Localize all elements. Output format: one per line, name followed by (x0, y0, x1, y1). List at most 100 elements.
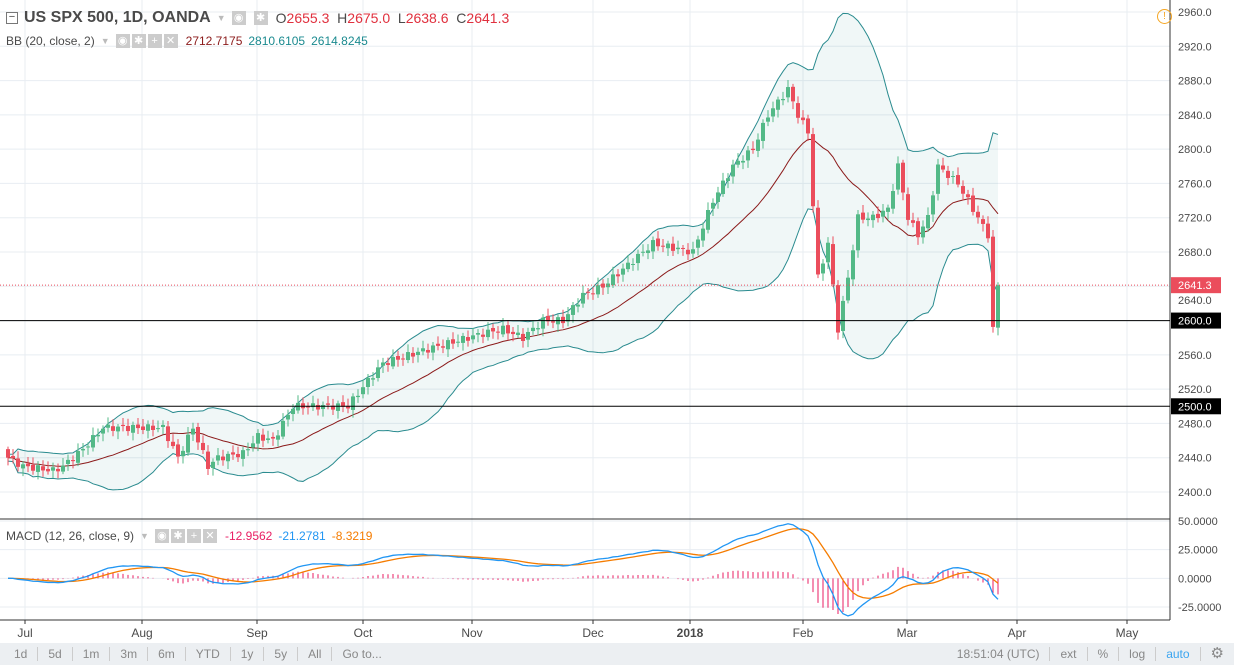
range-1m[interactable]: 1m (73, 647, 111, 661)
candle-body (886, 207, 890, 212)
range-1d[interactable]: 1d (0, 647, 39, 661)
chevron-down-icon[interactable]: ▼ (216, 13, 226, 23)
candle-body (696, 239, 700, 248)
chevron-down-icon[interactable]: ▼ (140, 530, 149, 541)
range-1y[interactable]: 1y (231, 647, 265, 661)
candle-body (331, 405, 335, 410)
time-tick-label: Aug (131, 626, 152, 640)
candle (806, 114, 810, 142)
candle (726, 173, 730, 189)
open-label: O (275, 10, 287, 26)
candle (451, 332, 455, 349)
candle (436, 336, 440, 351)
macd-tick-label: 25.0000 (1178, 545, 1218, 557)
price-tick-label: 2800.0 (1178, 144, 1212, 156)
candle-body (6, 449, 10, 458)
range-all[interactable]: All (298, 647, 333, 661)
candle (526, 327, 530, 348)
gear-icon[interactable]: ✱ (131, 34, 146, 48)
eye-icon[interactable]: ◉ (115, 34, 130, 48)
gear-icon[interactable]: ✱ (253, 11, 268, 25)
bb-label[interactable]: BB (20, close, 2) (6, 33, 95, 48)
candle (711, 198, 715, 216)
range-3m[interactable]: 3m (110, 647, 149, 661)
range-5y[interactable]: 5y (264, 647, 299, 661)
candle-body (851, 250, 855, 280)
candle-body (161, 424, 165, 427)
candle (951, 170, 955, 184)
candle-body (471, 335, 475, 340)
range-5d[interactable]: 5d (38, 647, 73, 661)
candle-body (321, 404, 325, 410)
macd-label[interactable]: MACD (12, 26, close, 9) (6, 528, 135, 543)
candle-body (611, 274, 615, 286)
candle-body (376, 367, 380, 379)
plus-icon[interactable]: + (147, 34, 162, 48)
auto-toggle[interactable]: auto (1156, 647, 1201, 661)
macd-value: -21.2781 (278, 528, 326, 543)
candle-body (936, 164, 940, 194)
candle (196, 422, 200, 450)
close-icon[interactable]: ✕ (202, 529, 217, 543)
candle (631, 258, 635, 271)
candle (81, 443, 85, 457)
range-6m[interactable]: 6m (148, 647, 186, 661)
candle (171, 434, 175, 449)
candle-body (871, 214, 875, 221)
candle-body (916, 221, 920, 238)
gear-icon[interactable]: ✱ (170, 529, 185, 543)
candle (581, 285, 585, 308)
candle (571, 302, 575, 323)
candle (541, 314, 545, 337)
macd-tick-label: -25.0000 (1178, 602, 1221, 614)
macd-tick-label: 0.0000 (1178, 573, 1212, 585)
candle-body (721, 180, 725, 195)
candle-body (61, 465, 65, 472)
alert-icon[interactable]: ! (1157, 9, 1172, 24)
candle (856, 209, 860, 258)
eye-icon[interactable]: ◉ (154, 529, 169, 543)
price-tick-label: 2680.0 (1178, 247, 1212, 259)
candle (956, 167, 960, 188)
time-tick-label: May (1116, 626, 1139, 640)
candle (621, 263, 625, 282)
plus-icon[interactable]: + (186, 529, 201, 543)
candle (311, 395, 315, 412)
ext-toggle[interactable]: ext (1050, 647, 1088, 661)
candle-body (621, 268, 625, 275)
eye-icon[interactable]: ◉ (231, 11, 246, 25)
candle-body (571, 305, 575, 315)
candle-body (641, 251, 645, 253)
candle-body (666, 243, 670, 249)
candle (281, 413, 285, 440)
candle (361, 379, 365, 399)
chart-canvas[interactable]: 2960.0 2920.0 2880.0 2840.0 2800.0 2760.0 2720… (0, 0, 1234, 643)
candle-body (26, 463, 30, 467)
candle (306, 402, 310, 415)
chevron-down-icon[interactable]: ▼ (100, 35, 110, 46)
symbol-title[interactable]: US SPX 500, 1D, OANDA (24, 9, 211, 26)
gear-icon[interactable]: ⚙ (1210, 645, 1224, 662)
percent-toggle[interactable]: % (1088, 647, 1120, 661)
price-tick-label: 2480.0 (1178, 418, 1212, 430)
candle (546, 308, 550, 326)
candle-body (221, 456, 225, 461)
candle (111, 419, 115, 437)
candle (681, 244, 685, 256)
goto-button[interactable]: Go to... (342, 647, 382, 661)
range-ytd[interactable]: YTD (186, 647, 231, 661)
candle-body (711, 202, 715, 209)
candle-body (646, 250, 650, 254)
candle-body (231, 452, 235, 455)
candle (331, 398, 335, 416)
candle-body (421, 348, 425, 352)
candle (691, 241, 695, 258)
log-toggle[interactable]: log (1119, 647, 1157, 661)
candle-body (211, 461, 215, 469)
candle (676, 240, 680, 255)
candle-body (626, 262, 630, 270)
collapse-icon[interactable]: − (6, 12, 18, 24)
candle (746, 146, 750, 168)
close-icon[interactable]: ✕ (163, 34, 178, 48)
candle-body (606, 283, 610, 288)
